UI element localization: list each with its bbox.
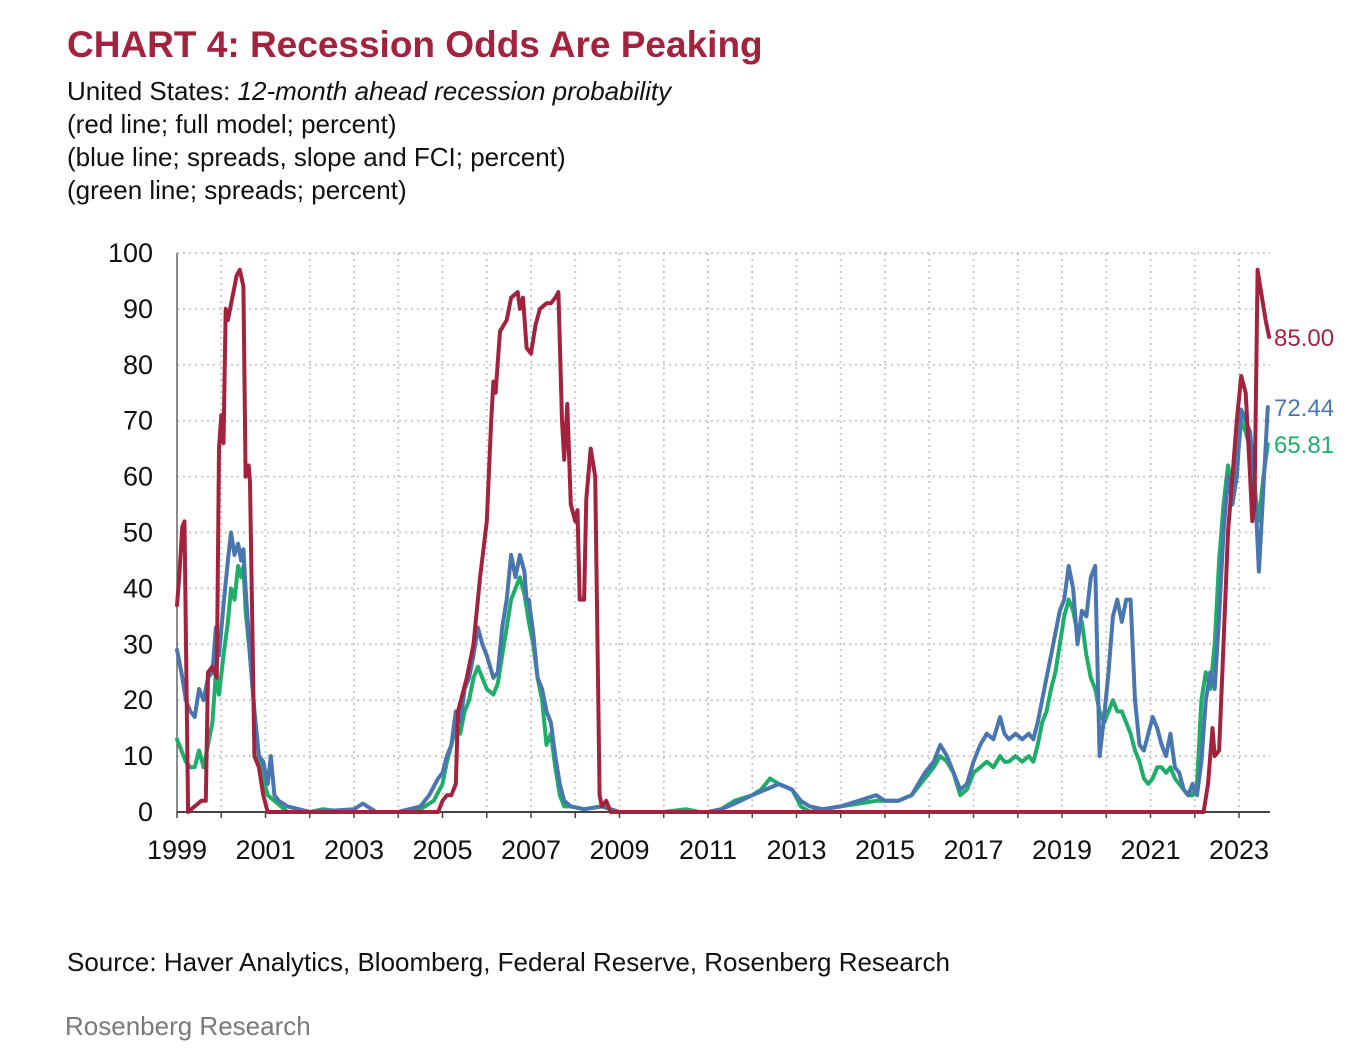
chart-title: CHART 4: Recession Odds Are Peaking [67, 24, 763, 65]
subtitle-prefix: United States: [67, 76, 238, 106]
x-tick-label: 2003 [324, 835, 384, 865]
end-labels: 85.00 72.44 65.81 [1274, 325, 1334, 459]
x-tick-label: 1999 [147, 835, 207, 865]
y-tick-label: 100 [108, 238, 153, 268]
y-tick-label: 0 [138, 797, 153, 827]
x-tick-label: 2023 [1209, 835, 1269, 865]
y-tick-label: 40 [123, 573, 153, 603]
x-tick-label: 2021 [1120, 835, 1180, 865]
green-series-line [175, 418, 1270, 814]
blue-end-label: 72.44 [1274, 395, 1334, 422]
brand-footer: Rosenberg Research [65, 1011, 311, 1041]
y-tick-label: 90 [123, 294, 153, 324]
y-tick-label: 30 [123, 629, 153, 659]
x-tick-label: 2009 [589, 835, 649, 865]
x-tick-label: 2013 [766, 835, 826, 865]
subtitle-line-3: (blue line; spreads, slope and FCI; perc… [67, 142, 566, 172]
x-tick-label: 2017 [943, 835, 1003, 865]
x-tick-label: 2019 [1032, 835, 1092, 865]
green-end-label: 65.81 [1274, 432, 1334, 459]
recession-probability-chart: 0 10 20 30 40 50 60 70 80 90 100 1999 2001 2003 2005 20… [108, 238, 1334, 865]
blue-series-line [175, 405, 1270, 814]
subtitle-italic: 12-month ahead recession probability [237, 76, 672, 106]
x-tick-label: 2011 [679, 835, 737, 865]
x-tick-label: 2007 [501, 835, 561, 865]
y-tick-label: 50 [123, 518, 153, 548]
axes: 0 10 20 30 40 50 60 70 80 90 100 1999 2001 2003 2005 20… [108, 238, 1270, 865]
subtitle-line-4: (green line; spreads; percent) [67, 175, 407, 205]
red-series-line [175, 267, 1272, 814]
series-lines [175, 267, 1272, 814]
y-tick-label: 10 [123, 741, 153, 771]
y-tick-label: 80 [123, 350, 153, 380]
x-tick-label: 2015 [855, 835, 915, 865]
y-tick-label: 60 [123, 462, 153, 492]
red-end-label: 85.00 [1274, 325, 1334, 352]
x-tick-label: 2001 [235, 835, 295, 865]
grid [177, 252, 1270, 812]
y-tick-label: 70 [123, 406, 153, 436]
subtitle-line-1: United States: 12-month ahead recession … [67, 76, 671, 107]
y-tick-label: 20 [123, 685, 153, 715]
source-note: Source: Haver Analytics, Bloomberg, Fede… [67, 947, 950, 977]
x-tick-label: 2005 [412, 835, 472, 865]
subtitle-line-2: (red line; full model; percent) [67, 109, 397, 139]
